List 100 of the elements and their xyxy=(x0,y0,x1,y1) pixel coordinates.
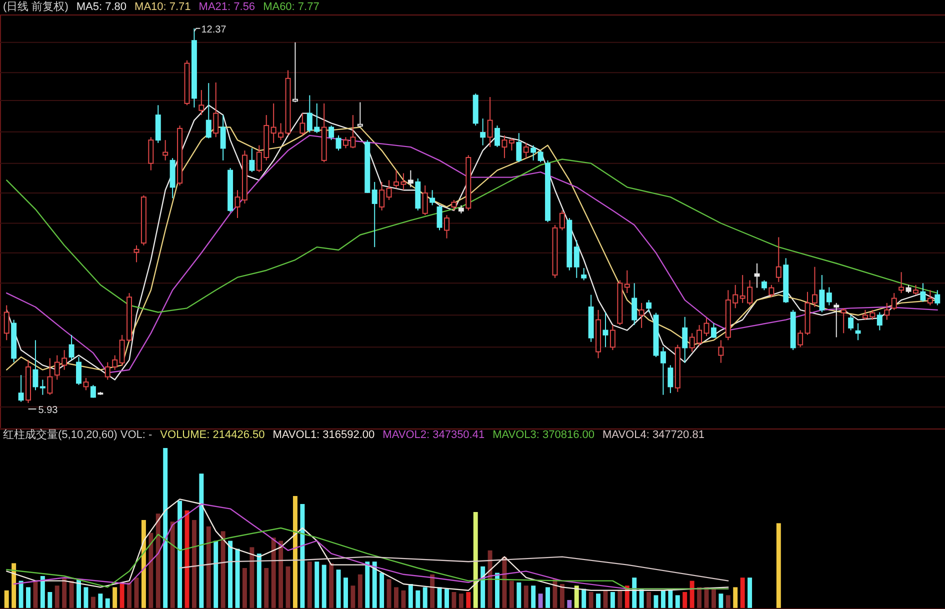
bar xyxy=(372,562,377,608)
candlestick xyxy=(610,324,616,351)
bar xyxy=(98,594,103,608)
candlestick xyxy=(502,134,508,159)
bar xyxy=(430,574,435,608)
candlestick xyxy=(776,236,782,282)
bar xyxy=(84,587,88,608)
candlestick xyxy=(480,118,486,146)
candlestick xyxy=(68,334,74,360)
bar xyxy=(33,580,38,608)
bar xyxy=(603,590,608,608)
bar xyxy=(271,538,276,608)
candlestick xyxy=(632,282,638,326)
bar xyxy=(682,592,688,608)
candlestick xyxy=(18,374,24,402)
bar xyxy=(163,448,168,608)
bar xyxy=(509,580,514,608)
text: MA60: 7.77 xyxy=(263,1,320,13)
candlestick xyxy=(574,240,580,278)
candlestick xyxy=(876,312,882,331)
bar xyxy=(278,540,284,608)
bar xyxy=(588,592,594,608)
bar xyxy=(127,582,132,608)
candlestick xyxy=(624,270,630,294)
bar xyxy=(574,586,579,608)
bar xyxy=(408,584,413,608)
bar xyxy=(473,512,478,608)
candlestick xyxy=(927,290,933,306)
bar xyxy=(560,584,564,608)
candlestick xyxy=(516,132,522,163)
bar xyxy=(242,568,247,608)
bar xyxy=(711,588,716,608)
candlestick xyxy=(710,322,716,338)
bar xyxy=(422,587,428,608)
bar xyxy=(495,572,500,608)
candlestick xyxy=(891,292,897,310)
bar xyxy=(748,578,752,608)
bar xyxy=(105,598,110,608)
candlestick xyxy=(234,190,240,219)
bar xyxy=(639,588,644,608)
candlestick xyxy=(379,181,385,211)
bar xyxy=(444,588,449,608)
bar xyxy=(300,504,305,608)
bar xyxy=(697,587,702,608)
candlestick xyxy=(826,286,832,306)
chart-title: 红柱成交量(5,10,20,60) VOL: - xyxy=(3,428,152,441)
candlestick xyxy=(198,90,204,116)
bar xyxy=(170,522,175,608)
candlestick xyxy=(422,184,428,216)
bar xyxy=(336,570,341,608)
bar xyxy=(546,587,550,608)
bar xyxy=(40,576,45,608)
text: MA10: 7.71 xyxy=(134,1,191,13)
candlestick xyxy=(819,274,825,313)
bar xyxy=(12,563,16,608)
text: MAVOL4: 347720.81 xyxy=(602,429,704,441)
bar xyxy=(54,586,60,608)
bar xyxy=(90,596,96,608)
candlestick xyxy=(300,112,306,136)
candlestick xyxy=(660,346,666,396)
bar xyxy=(582,588,586,608)
candlestick xyxy=(668,364,674,394)
bar xyxy=(256,554,262,608)
bar xyxy=(343,578,348,608)
candlestick xyxy=(148,136,154,171)
candlestick xyxy=(704,318,710,337)
candlestick xyxy=(336,134,342,152)
bar xyxy=(690,580,694,608)
candlestick xyxy=(494,125,500,148)
candlestick xyxy=(848,314,854,331)
candlestick xyxy=(47,358,53,396)
candlestick xyxy=(646,300,652,313)
bar xyxy=(632,578,637,608)
chart-title: (日线 前复权) xyxy=(3,0,68,13)
bar xyxy=(26,587,30,608)
bar xyxy=(394,587,398,608)
candlestick xyxy=(638,302,644,328)
bar xyxy=(646,592,652,608)
candlestick xyxy=(682,316,688,364)
candlestick xyxy=(90,384,96,398)
candlestick xyxy=(451,199,457,211)
annotation: 5.93 xyxy=(38,404,58,416)
candlestick xyxy=(32,340,38,391)
candlestick xyxy=(487,96,493,148)
bar xyxy=(733,587,738,608)
candlestick xyxy=(328,125,334,141)
bar xyxy=(178,500,182,608)
candlestick xyxy=(372,181,378,248)
candlestick xyxy=(436,204,442,231)
bar xyxy=(250,547,254,608)
candlestick xyxy=(508,138,514,152)
candlestick xyxy=(523,142,529,159)
candlestick xyxy=(581,268,587,281)
candlestick xyxy=(530,144,536,161)
bar xyxy=(380,572,384,608)
candlestick xyxy=(206,82,212,139)
bar xyxy=(292,496,298,608)
bar xyxy=(214,540,218,608)
candlestick xyxy=(898,272,904,294)
bar xyxy=(134,578,139,608)
